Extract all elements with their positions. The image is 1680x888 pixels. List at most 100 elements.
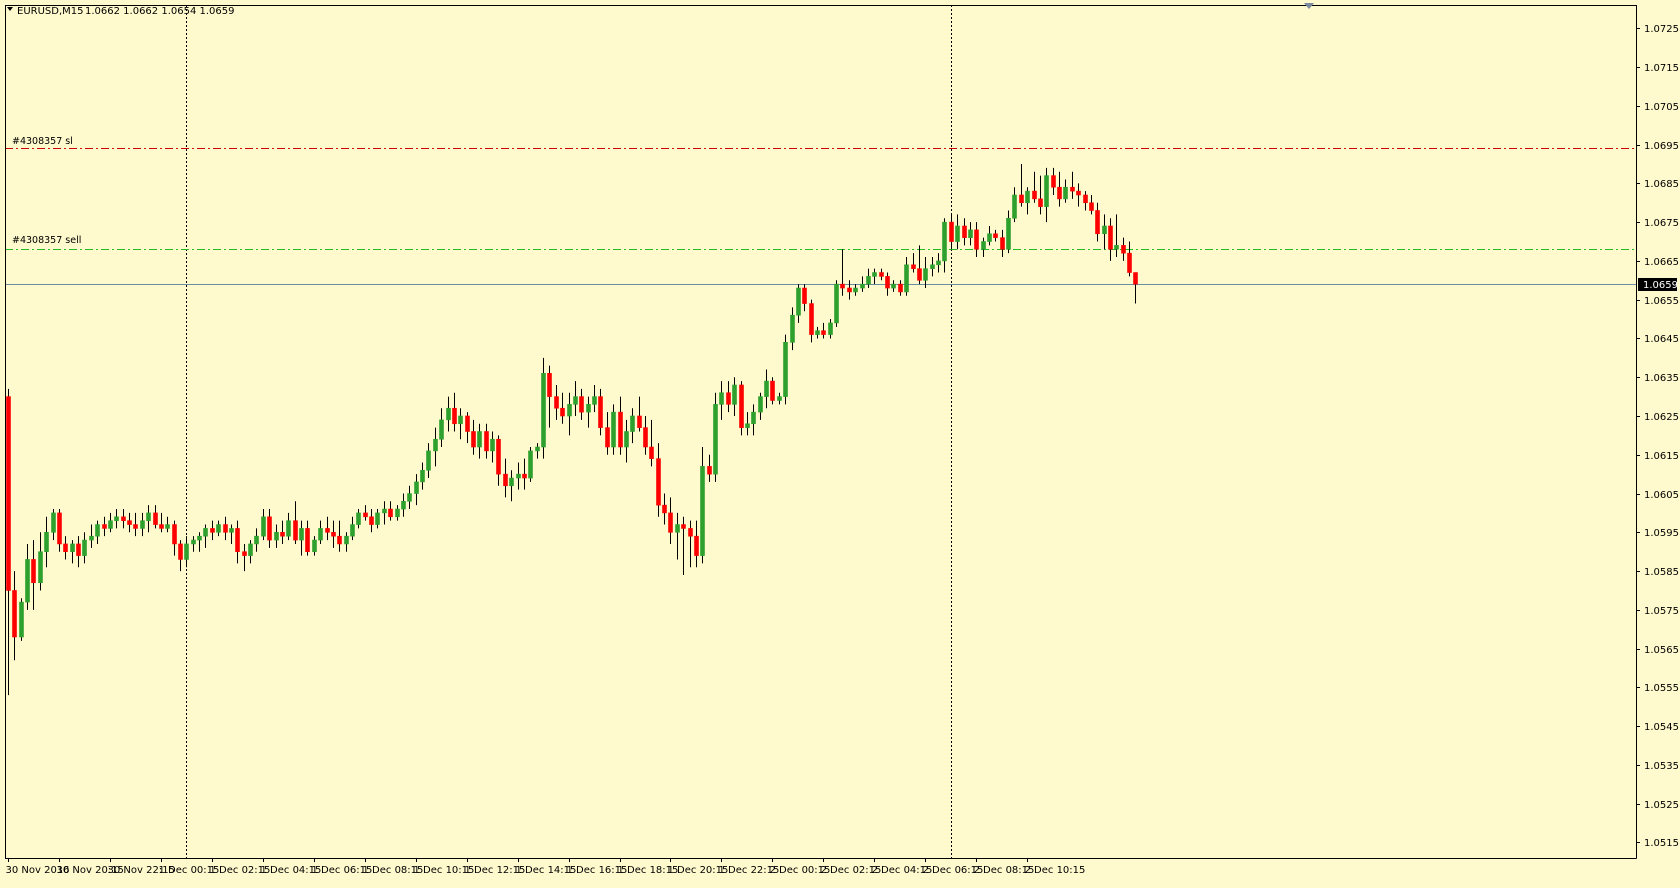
candle [38,532,43,591]
current-price-label-text: 1.0659 [1643,280,1678,291]
candle [942,218,947,273]
symbol-dropdown-icon[interactable] [7,7,13,11]
candle-body-bull [1025,190,1030,204]
candle [821,322,826,339]
candle [146,505,151,533]
candle-body-bear [331,532,336,537]
candle [656,443,661,517]
candle [465,412,470,444]
candle [1012,187,1017,223]
candle [847,280,852,300]
candle-body-bear [821,330,826,335]
candle-body-bull [426,450,431,471]
shift-marker-icon[interactable] [1304,3,1314,9]
candle-body-bear [12,590,17,638]
time-tick-label: 1 Dec 20:15 [668,865,729,876]
candle [1006,210,1011,254]
candle [917,245,922,285]
candle [114,509,119,529]
candle [312,536,317,556]
candle [547,365,552,428]
candle-body-bear [809,303,814,335]
candle-body-bull [433,438,438,452]
candle [618,396,623,455]
candle [414,474,419,506]
candle [923,257,928,289]
candle-body-bear [369,516,374,525]
candle-body-bull [675,524,680,533]
candle-body-bear [153,512,158,525]
candle [191,536,196,552]
candle [223,516,228,541]
candle [688,520,693,568]
candle [1127,241,1132,277]
candle-body-bear [694,535,699,556]
candle [611,404,616,455]
candle-body-bull [624,431,629,448]
candle [51,509,56,541]
candle-body-bear [503,473,508,487]
candle-body-bear [1076,190,1081,196]
candle-body-bull [751,411,756,425]
candle-body-bear [1095,210,1100,235]
candle-body-bull [1102,225,1107,235]
candle [1032,171,1037,203]
candle-body-bull [942,221,947,262]
candle-body-bear [121,516,126,521]
candle-body-bear [1070,186,1075,192]
candle [127,512,132,533]
candle-body-bull [872,272,877,277]
time-tick-label: 2 Dec 02:15 [821,865,882,876]
candle [955,214,960,250]
candle-body-bull [764,380,769,397]
candle-body-bear [57,512,62,545]
candle-body-bull [70,543,75,552]
candle [25,543,30,610]
candle [63,536,68,560]
candle [758,392,763,420]
candle [229,524,234,544]
candle-body-bull [108,520,113,529]
candle-body-bull [783,342,788,397]
candle-body-bull [1063,186,1068,200]
price-tick-label: 1.0595 [1644,528,1679,539]
price-tick-label: 1.0565 [1644,645,1679,656]
price-tick-label: 1.0615 [1644,451,1679,462]
time-tick-label: 1 Dec 06:15 [312,865,373,876]
candle-body-bull [567,404,572,417]
candle [216,520,221,537]
candle [554,384,559,420]
candle-body-bear [63,543,68,552]
candle [802,284,807,312]
candle [382,501,387,525]
candle [153,505,158,529]
candle [828,319,833,339]
time-tick-label: 30 Nov 20:15 [57,865,124,876]
price-tick-label: 1.0635 [1644,373,1679,384]
candle [496,435,501,486]
candle-body-bull [458,415,463,425]
candle-body-bull [1114,245,1119,250]
candle-body-bull [165,524,170,529]
price-tick-label: 1.0525 [1644,800,1679,811]
candle-body-bear [993,233,998,238]
candle [197,532,202,552]
candle [840,249,845,296]
candle-body-bull [528,450,533,479]
candle [484,423,489,459]
candle-body-bull [197,535,202,541]
candle-body-bear [235,528,240,552]
candle [356,509,361,529]
candle [624,419,629,463]
candle [375,509,380,529]
candle-body-bull [592,396,597,405]
candle [19,598,24,641]
candle-body-bear [547,373,552,397]
candle-body-bear [560,407,565,417]
candle [567,392,572,436]
candle [1108,218,1113,261]
candle [70,540,75,564]
candle [637,396,642,432]
